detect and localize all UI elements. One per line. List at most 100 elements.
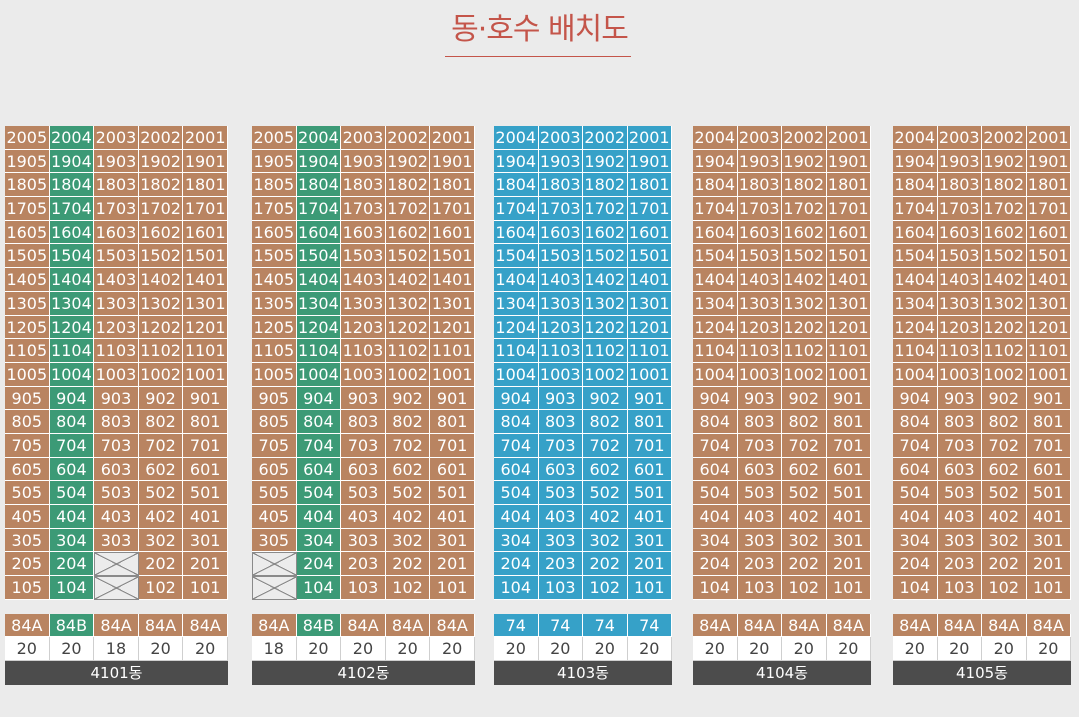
unit-cell[interactable]: 103 — [937, 576, 982, 600]
unit-cell[interactable]: 604 — [296, 457, 342, 482]
unit-cell[interactable]: 1501 — [826, 244, 871, 269]
unit-cell[interactable]: 1103 — [341, 339, 386, 363]
unit-cell[interactable]: 904 — [49, 386, 95, 411]
unit-cell[interactable]: 1403 — [538, 268, 583, 292]
unit-cell[interactable]: 1904 — [296, 149, 342, 174]
unit-cell[interactable]: 305 — [5, 528, 50, 553]
unit-cell[interactable]: 1405 — [5, 268, 50, 292]
unit-cell[interactable]: 1804 — [893, 173, 938, 198]
unit-cell[interactable]: 304 — [296, 528, 342, 553]
unit-cell[interactable]: 504 — [49, 481, 95, 505]
unit-cell[interactable]: 2002 — [782, 126, 827, 150]
unit-cell[interactable]: 1001 — [1026, 362, 1071, 387]
unit-cell[interactable]: 1501 — [627, 244, 672, 269]
unit-cell[interactable]: 502 — [982, 481, 1027, 505]
unit-cell[interactable]: 501 — [627, 481, 672, 505]
unit-cell[interactable]: 1001 — [627, 362, 672, 387]
unit-cell[interactable]: 804 — [693, 410, 738, 434]
unit-cell[interactable]: 2001 — [430, 126, 475, 150]
unit-cell[interactable]: 1601 — [183, 220, 228, 245]
unit-cell[interactable]: 202 — [138, 552, 184, 577]
unit-cell[interactable]: 1003 — [94, 362, 139, 387]
unit-cell[interactable]: 103 — [737, 576, 782, 600]
unit-cell[interactable]: 104 — [49, 576, 95, 600]
unit-cell[interactable]: 1904 — [893, 149, 938, 174]
unit-cell[interactable]: 301 — [826, 528, 871, 553]
unit-cell[interactable]: 1603 — [937, 220, 982, 245]
unit-cell[interactable]: 703 — [737, 433, 782, 458]
unit-cell[interactable]: 902 — [583, 386, 628, 411]
unit-cell[interactable]: 1703 — [94, 197, 139, 221]
unit-cell[interactable]: 1704 — [49, 197, 95, 221]
unit-cell[interactable]: 1602 — [138, 220, 184, 245]
unit-cell[interactable]: 1102 — [385, 339, 431, 363]
unit-cell[interactable]: 903 — [94, 386, 139, 411]
unit-cell[interactable]: 803 — [937, 410, 982, 434]
unit-cell[interactable]: 905 — [5, 386, 50, 411]
unit-cell[interactable]: 1903 — [94, 149, 139, 174]
unit-cell[interactable]: 702 — [138, 433, 184, 458]
unit-cell[interactable]: 1802 — [583, 173, 628, 198]
unit-cell[interactable]: 504 — [893, 481, 938, 505]
unit-cell[interactable]: 202 — [982, 552, 1027, 577]
unit-cell[interactable]: 602 — [583, 457, 628, 482]
unit-cell[interactable]: 1702 — [138, 197, 184, 221]
unit-cell[interactable]: 1604 — [49, 220, 95, 245]
unit-cell[interactable]: 704 — [693, 433, 738, 458]
unit-cell[interactable]: 1602 — [583, 220, 628, 245]
unit-cell[interactable]: 2002 — [583, 126, 628, 150]
unit-cell[interactable]: 703 — [538, 433, 583, 458]
unit-cell[interactable]: 1603 — [737, 220, 782, 245]
unit-cell[interactable]: 2003 — [94, 126, 139, 150]
unit-cell[interactable]: 304 — [49, 528, 95, 553]
unit-cell[interactable]: 401 — [826, 505, 871, 529]
unit-cell[interactable]: 404 — [296, 505, 342, 529]
unit-cell[interactable]: 401 — [627, 505, 672, 529]
unit-cell[interactable]: 1305 — [252, 291, 297, 316]
unit-cell[interactable]: 705 — [5, 433, 50, 458]
unit-cell[interactable]: 2004 — [296, 126, 342, 150]
unit-cell[interactable]: 1601 — [826, 220, 871, 245]
unit-cell[interactable]: 703 — [94, 433, 139, 458]
unit-cell[interactable]: 2001 — [1026, 126, 1071, 150]
unit-cell[interactable]: 101 — [1026, 576, 1071, 600]
unit-cell[interactable]: 602 — [138, 457, 184, 482]
unit-cell[interactable]: 302 — [782, 528, 827, 553]
unit-cell[interactable]: 903 — [937, 386, 982, 411]
unit-cell[interactable]: 902 — [782, 386, 827, 411]
unit-cell[interactable]: 1003 — [538, 362, 583, 387]
unit-cell[interactable]: 1503 — [937, 244, 982, 269]
unit-cell[interactable]: 303 — [341, 528, 386, 553]
unit-cell[interactable]: 1603 — [538, 220, 583, 245]
unit-cell[interactable]: 1403 — [937, 268, 982, 292]
unit-cell[interactable]: 1104 — [893, 339, 938, 363]
unit-cell[interactable]: 2003 — [937, 126, 982, 150]
unit-cell[interactable]: 1904 — [693, 149, 738, 174]
unit-cell[interactable]: 801 — [1026, 410, 1071, 434]
unit-cell[interactable]: 1001 — [183, 362, 228, 387]
unit-cell[interactable]: 202 — [782, 552, 827, 577]
unit-cell[interactable]: 2005 — [252, 126, 297, 150]
unit-cell[interactable]: 304 — [893, 528, 938, 553]
unit-cell[interactable]: 2002 — [982, 126, 1027, 150]
unit-cell[interactable]: 502 — [583, 481, 628, 505]
unit-cell[interactable]: 1402 — [138, 268, 184, 292]
unit-cell[interactable]: 1501 — [1026, 244, 1071, 269]
unit-cell[interactable]: 1801 — [1026, 173, 1071, 198]
unit-cell[interactable]: 303 — [538, 528, 583, 553]
unit-cell[interactable]: 1801 — [826, 173, 871, 198]
unit-cell[interactable]: 2004 — [893, 126, 938, 150]
unit-cell[interactable]: 1101 — [183, 339, 228, 363]
unit-cell[interactable]: 1504 — [693, 244, 738, 269]
unit-cell[interactable]: 102 — [583, 576, 628, 600]
unit-cell[interactable]: 903 — [737, 386, 782, 411]
unit-cell[interactable]: 1002 — [982, 362, 1027, 387]
unit-cell[interactable]: 901 — [1026, 386, 1071, 411]
unit-cell[interactable]: 1803 — [94, 173, 139, 198]
unit-cell[interactable]: 1601 — [430, 220, 475, 245]
unit-cell[interactable]: 602 — [982, 457, 1027, 482]
unit-cell[interactable]: 1302 — [583, 291, 628, 316]
unit-cell[interactable]: 1901 — [1026, 149, 1071, 174]
unit-cell[interactable]: 1401 — [627, 268, 672, 292]
unit-cell[interactable]: 1004 — [893, 362, 938, 387]
